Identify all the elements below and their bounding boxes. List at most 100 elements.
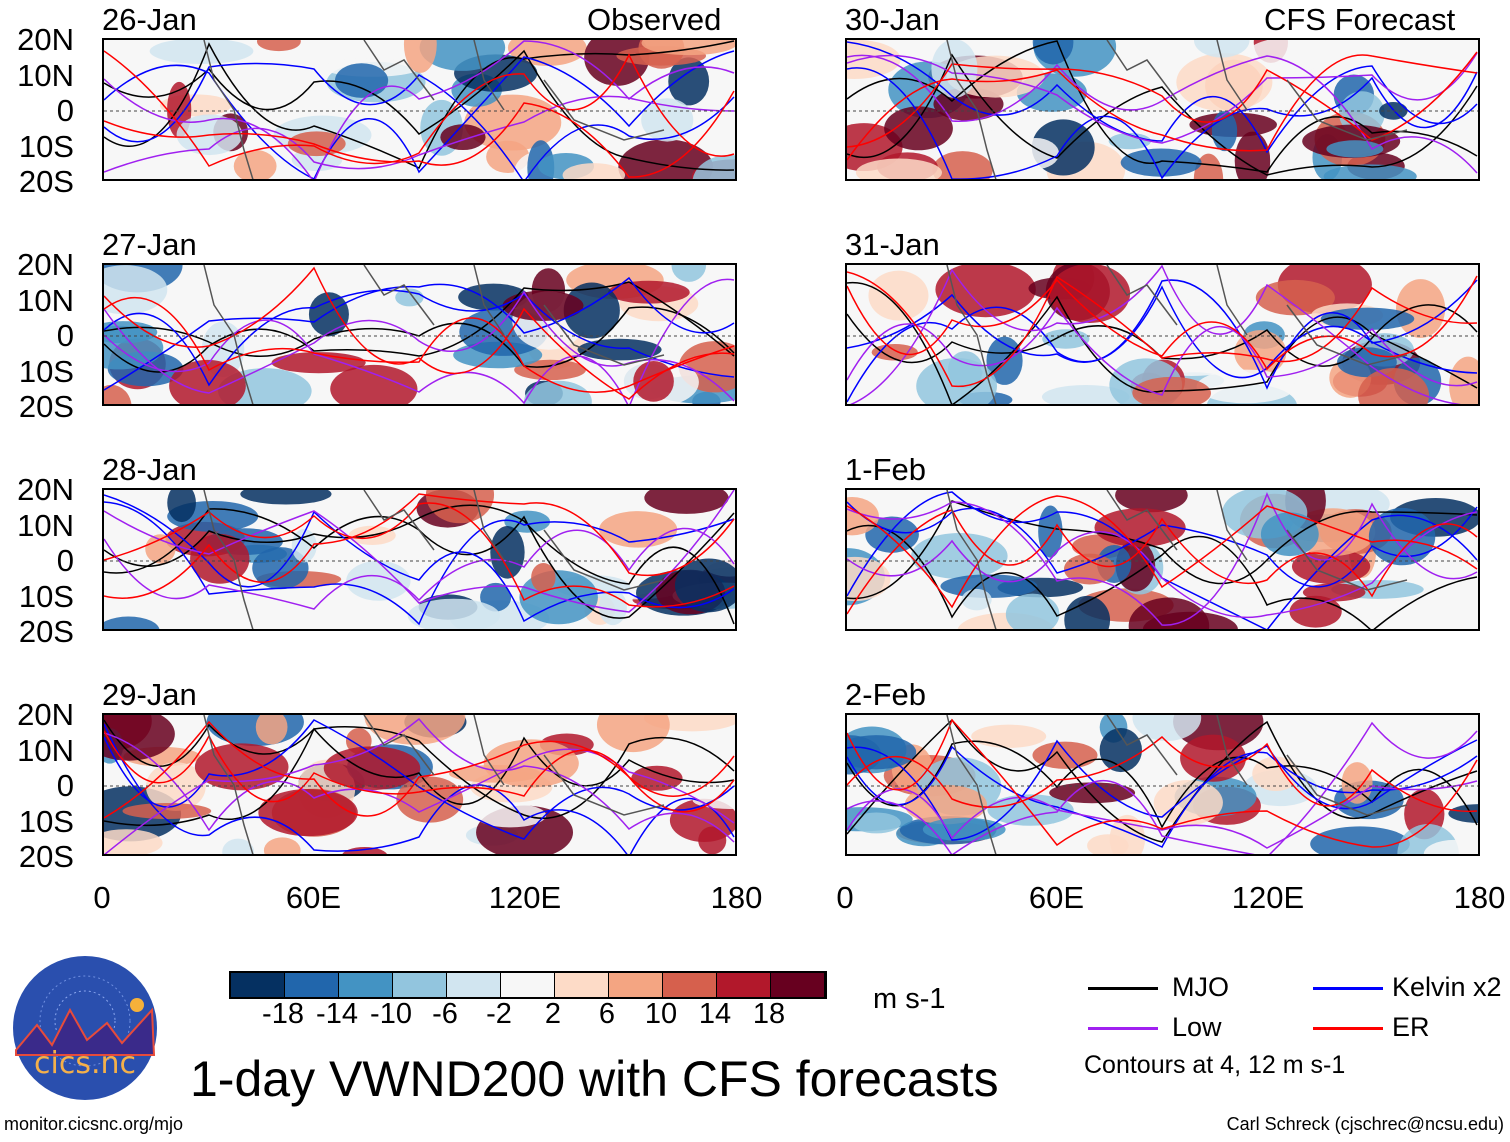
- contour-line: [104, 494, 735, 623]
- lat-tick-label: 10S: [18, 353, 74, 389]
- wind-anomaly-blob: [1323, 164, 1417, 179]
- wind-anomaly-blob: [644, 490, 729, 514]
- contour-note: Contours at 4, 12 m s-1: [1084, 1051, 1346, 1079]
- contour-line: [104, 717, 735, 854]
- wind-anomaly-blob: [1310, 826, 1410, 854]
- contour-line: [847, 40, 1478, 173]
- lon-tick-label: 180: [710, 880, 763, 915]
- wind-anomaly-blob: [233, 149, 277, 179]
- lat-tick-label: 20N: [17, 247, 74, 282]
- wind-anomaly-blob: [1193, 40, 1250, 58]
- wind-anomaly-blob: [1132, 715, 1202, 742]
- wind-anomaly-blob: [698, 826, 727, 854]
- wind-anomaly-blob: [1302, 583, 1366, 602]
- wind-anomaly-blob: [1064, 595, 1111, 629]
- wind-anomaly-blob: [440, 124, 486, 151]
- wind-anomaly-blob: [911, 533, 1008, 579]
- wind-anomaly-blob: [206, 715, 304, 747]
- footer-url[interactable]: monitor.cicsnc.org/mjo: [4, 1114, 184, 1134]
- contour-line: [847, 275, 1478, 371]
- lat-tick-label: 0: [56, 93, 74, 128]
- contour-line: [847, 745, 1478, 848]
- colorbar-swatch: [501, 973, 555, 997]
- contour-line: [104, 289, 735, 387]
- contour-line: [847, 51, 1478, 148]
- contour-line: [104, 50, 735, 167]
- colorbar-swatch: [717, 973, 771, 997]
- contour-line: [847, 500, 1478, 600]
- lat-tick-label: 20S: [18, 389, 74, 424]
- lat-tick-label: 10N: [17, 732, 74, 768]
- coastline: [203, 490, 665, 629]
- wind-anomaly-blob: [692, 154, 735, 179]
- legend-line-low: [1088, 1027, 1158, 1030]
- coastline: [203, 715, 665, 854]
- panel-date-label: 1-Feb: [845, 452, 926, 487]
- wind-anomaly-blob: [346, 560, 411, 601]
- contour-line: [847, 285, 1478, 379]
- cics-logo: cics.nc: [13, 956, 157, 1100]
- colorbar-label: -6: [432, 998, 458, 1030]
- wind-anomaly-blob: [599, 511, 678, 548]
- wind-anomaly-blob: [490, 525, 525, 579]
- wind-anomaly-blob: [104, 325, 164, 370]
- wind-anomaly-blob: [1128, 597, 1210, 629]
- wind-anomaly-blob: [1247, 40, 1343, 71]
- wind-anomaly-blob: [323, 746, 421, 791]
- wind-anomaly-blob: [507, 40, 587, 66]
- logo-text: cics.nc: [34, 1046, 136, 1081]
- panel-date-label: 28-Jan: [102, 452, 197, 487]
- colorbar-label: 18: [752, 998, 786, 1030]
- panel-date-label: 30-Jan: [845, 2, 940, 37]
- wind-anomaly-blob: [932, 151, 993, 179]
- wind-anomaly-blob: [1255, 279, 1335, 316]
- lat-tick-label: 0: [56, 768, 74, 803]
- wind-anomaly-blob: [668, 57, 710, 106]
- wind-anomaly-blob: [263, 837, 301, 854]
- wind-anomaly-blob: [1423, 839, 1478, 854]
- map-panel: [845, 488, 1480, 631]
- wind-anomaly-blob: [291, 528, 317, 563]
- colorbar-label: -14: [316, 998, 358, 1030]
- wind-anomaly-blob: [563, 282, 620, 339]
- coastline: [946, 490, 1408, 629]
- colorbar-label: 6: [598, 998, 616, 1030]
- lat-tick-label: 20S: [18, 614, 74, 649]
- wind-anomaly-blob: [1396, 279, 1446, 339]
- lon-tick-label: 180: [1453, 880, 1506, 915]
- wind-anomaly-blob: [641, 40, 735, 56]
- coastline: [203, 265, 665, 404]
- legend-label-mjo: MJO: [1172, 972, 1229, 1002]
- legend-label-er: ER: [1392, 1012, 1430, 1042]
- wind-anomaly-blob: [308, 292, 349, 337]
- wind-anomaly-blob: [1094, 508, 1186, 547]
- wind-anomaly-blob: [474, 803, 547, 828]
- wind-anomaly-blob: [1176, 53, 1273, 112]
- contour-line: [104, 490, 735, 613]
- wind-anomaly-blob: [868, 270, 929, 321]
- wind-anomaly-blob: [855, 158, 942, 179]
- wind-anomaly-blob: [1087, 834, 1129, 854]
- lat-tick-label: 0: [56, 318, 74, 353]
- lon-tick-label: 0: [93, 880, 111, 915]
- contour-line: [104, 723, 735, 854]
- wind-anomaly-blob: [618, 139, 714, 179]
- legend-line-mjo: [1088, 987, 1158, 990]
- colorbar-label: -10: [370, 998, 412, 1030]
- wind-anomaly-blob: [104, 829, 163, 854]
- colorbar-swatch: [555, 973, 609, 997]
- observed-label: Observed: [587, 2, 722, 37]
- wind-anomaly-blob: [104, 616, 160, 629]
- wind-anomaly-blob: [104, 265, 168, 315]
- wind-anomaly-blob: [1326, 140, 1384, 158]
- map-panel: [845, 263, 1480, 406]
- wind-anomaly-blob: [407, 598, 500, 629]
- panel-date-label: 31-Jan: [845, 227, 940, 262]
- wind-anomaly-blob: [631, 765, 683, 791]
- wind-anomaly-blob: [1005, 593, 1060, 629]
- lat-tick-label: 20N: [17, 22, 74, 57]
- wind-anomaly-blob: [396, 776, 464, 823]
- contour-line: [847, 735, 1478, 813]
- contour-line: [104, 49, 735, 171]
